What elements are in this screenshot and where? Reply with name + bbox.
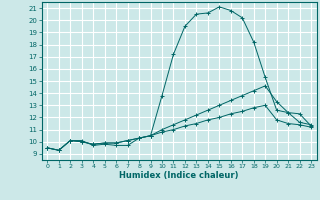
X-axis label: Humidex (Indice chaleur): Humidex (Indice chaleur) bbox=[119, 171, 239, 180]
